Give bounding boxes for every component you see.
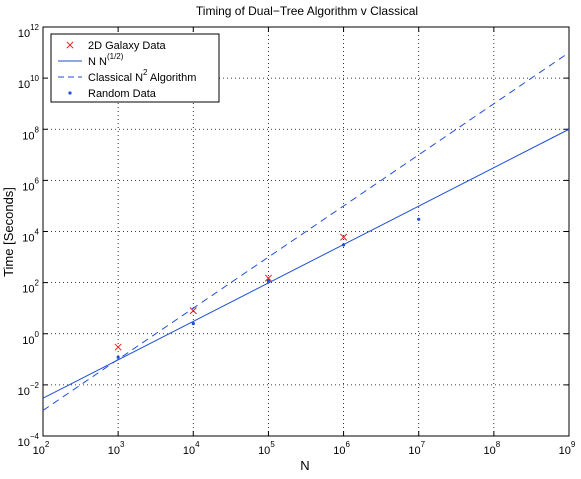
legend-entry-label: Random Data — [88, 88, 157, 100]
y-tick-label: 102 — [22, 279, 39, 296]
legend-entry-label: 2D Galaxy Data — [88, 40, 167, 52]
x-tick-label: 104 — [183, 440, 200, 457]
x-axis-label: N — [300, 458, 309, 473]
galaxy-data-point — [264, 274, 272, 282]
chart-title: Timing of Dual−Tree Algorithm v Classica… — [196, 4, 418, 18]
y-tick-label: 10−4 — [18, 432, 40, 449]
random-data-point — [266, 279, 271, 283]
random-data-point — [341, 243, 346, 247]
random-data-point — [191, 321, 195, 326]
galaxy-data-point — [340, 233, 348, 241]
galaxy-data-point — [114, 343, 122, 351]
legend-box — [50, 33, 220, 103]
x-tick-label: 107 — [408, 440, 425, 457]
random-data-point — [417, 217, 421, 221]
x-tick-label: 105 — [258, 440, 275, 457]
series-layer — [42, 52, 570, 411]
x-tick-label: 106 — [333, 440, 350, 457]
y-axis-label: Time [Seconds] — [1, 187, 16, 277]
y-tick-label: 100 — [22, 330, 39, 347]
y-tick-label: 1012 — [18, 23, 40, 40]
y-tick-label: 108 — [22, 125, 39, 142]
x-tick-label: 109 — [559, 440, 576, 457]
y-tick-label: 104 — [22, 228, 39, 245]
galaxy-data-point — [189, 307, 197, 315]
legend-swatch — [68, 91, 72, 95]
y-tick-label: 10−2 — [18, 381, 40, 398]
x-tick-label: 103 — [108, 440, 125, 457]
n-sqrt-n-line — [42, 128, 570, 399]
classical-n2-line — [42, 52, 570, 411]
ticks-layer: 102 103 104 105 106 107 108 109 10−4 10−2 100 102 10… — [18, 23, 576, 457]
legend-entry-label: N N(1/2) — [88, 52, 124, 68]
random-data-point — [116, 355, 120, 359]
legend-swatch — [66, 41, 74, 49]
y-tick-label: 106 — [22, 176, 39, 193]
y-tick-label: 1010 — [18, 74, 40, 91]
x-tick-label: 108 — [484, 440, 501, 457]
legend-entry-label: Classical N2 Algorithm — [88, 68, 196, 84]
x-tick-label: 102 — [33, 440, 50, 457]
